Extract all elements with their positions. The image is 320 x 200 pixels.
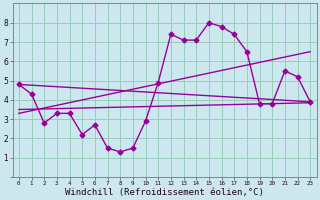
X-axis label: Windchill (Refroidissement éolien,°C): Windchill (Refroidissement éolien,°C) (65, 188, 264, 197)
